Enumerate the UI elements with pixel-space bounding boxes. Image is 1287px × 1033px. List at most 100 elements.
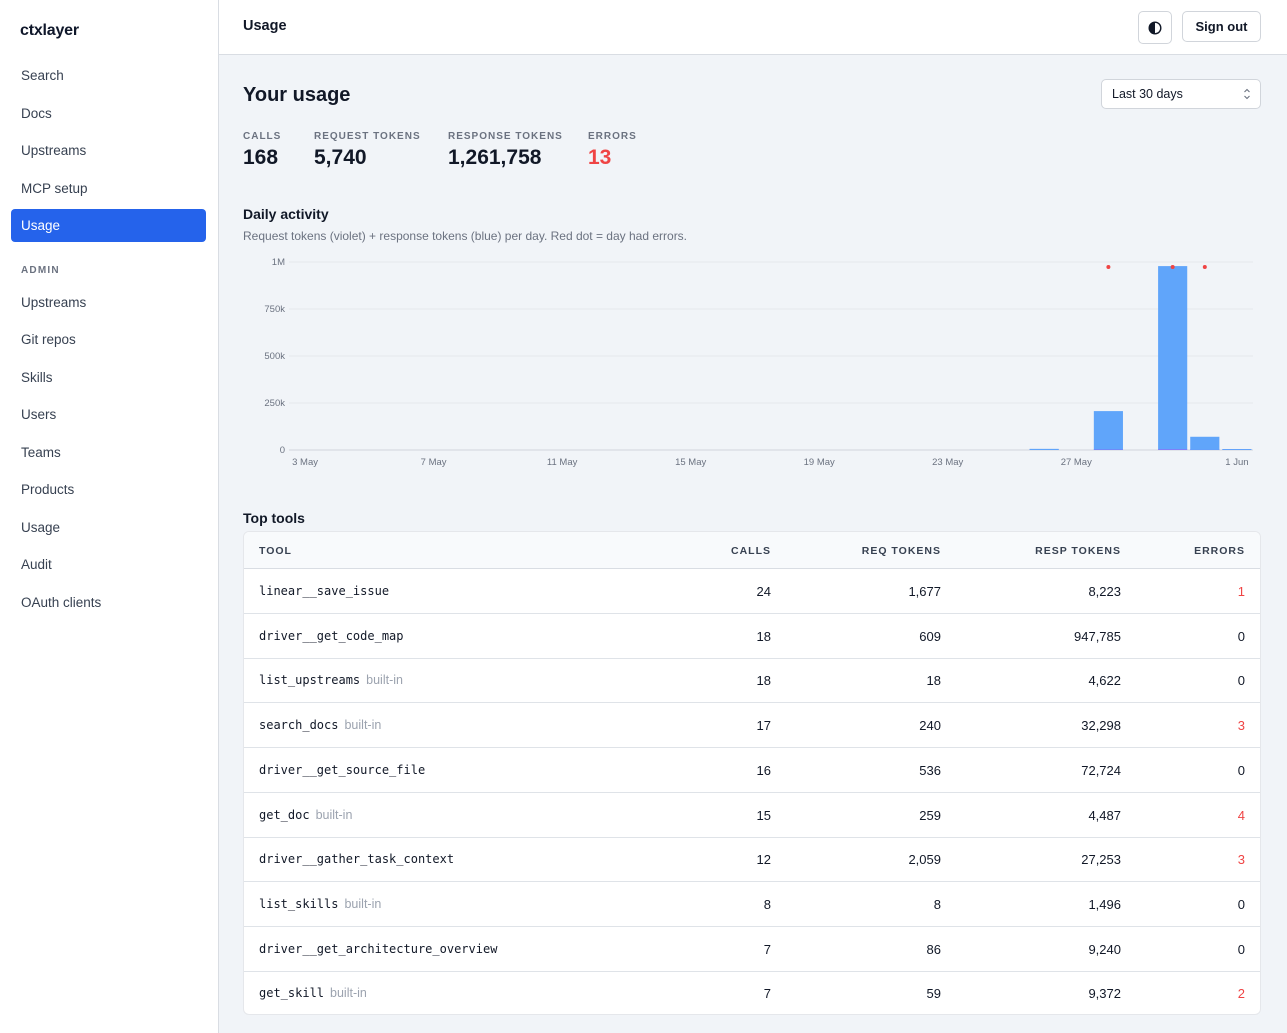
top-bar: Usage Sign out	[219, 0, 1287, 55]
table-header: TOOL CALLS REQ TOKENS RESP TOKENS ERRORS	[244, 532, 1260, 569]
tool-name: get_doc	[259, 807, 310, 822]
admin-section-label: ADMIN	[21, 265, 60, 276]
resp-tokens-cell: 72,724	[1081, 762, 1121, 778]
tool-name-cell: list_upstreams built-in	[259, 673, 403, 687]
table-row: driver__get_source_file 16 536 72,724 0	[244, 748, 1260, 793]
resp-tokens-cell: 4,487	[1088, 807, 1121, 823]
x-tick-label: 1 Jun	[1225, 457, 1248, 468]
resp-tokens-cell: 9,372	[1088, 986, 1121, 1002]
stat-calls: CALLS 168	[243, 131, 281, 170]
stat-errors: ERRORS 13	[588, 131, 637, 170]
req-tokens-cell: 1,677	[908, 584, 941, 599]
tool-name: search_docs	[259, 718, 339, 733]
y-tick-label: 1M	[272, 257, 285, 268]
bar-response-tokens	[1029, 448, 1059, 450]
x-tick-label: 15 May	[675, 457, 706, 468]
tool-name: list_upstreams	[259, 673, 361, 688]
resp-tokens-cell: 32,298	[1081, 718, 1121, 734]
tool-name-cell: driver__get_architecture_overview	[259, 942, 497, 956]
tool-name-cell: linear__save_issue	[259, 584, 389, 598]
built-in-tag: built-in	[344, 718, 382, 733]
calls-cell: 7	[763, 986, 771, 1002]
stat-value: 5,740	[314, 146, 367, 169]
resp-tokens-cell: 1,496	[1088, 896, 1121, 912]
error-dot	[1106, 265, 1111, 269]
calls-cell: 15	[756, 807, 771, 823]
bar-response-tokens	[1190, 436, 1220, 450]
daily-activity-title: Daily activity	[243, 206, 329, 222]
errors-cell: 0	[1237, 941, 1245, 957]
sidebar-item-products[interactable]: Products	[21, 482, 75, 497]
stat-response-tokens: RESPONSE TOKENS 1,261,758	[448, 131, 563, 170]
table-row: driver__get_code_map 18 609 947,785 0	[244, 614, 1260, 659]
sidebar-item-audit[interactable]: Audit	[21, 557, 52, 572]
stat-value: 1,261,758	[448, 146, 542, 169]
tool-name: list_skills	[259, 896, 339, 911]
calls-cell: 17	[756, 718, 771, 734]
x-tick-label: 19 May	[804, 457, 835, 468]
req-tokens-cell: 8	[933, 896, 941, 912]
error-dot	[1170, 265, 1175, 269]
y-tick-label: 500k	[264, 351, 285, 362]
sidebar-item-skills[interactable]: Skills	[21, 370, 53, 385]
tool-name: driver__get_code_map	[259, 628, 404, 643]
sidebar-item-docs[interactable]: Docs	[21, 106, 52, 121]
column-header-resp-tokens: RESP TOKENS	[1035, 545, 1121, 557]
sidebar-item-search[interactable]: Search	[21, 68, 64, 83]
chevron-up-down-icon	[1244, 88, 1250, 100]
calls-cell: 12	[756, 852, 771, 868]
sign-out-button[interactable]: Sign out	[1182, 11, 1261, 42]
top-tools-table: TOOL CALLS REQ TOKENS RESP TOKENS ERRORS…	[243, 531, 1261, 1015]
daily-activity-chart: 0 250k 500k 750k 1M 3 May 7 May 11 May 15 May 19 …	[264, 257, 1253, 468]
sidebar: ctxlayer Search Docs Upstreams MCP setup…	[0, 0, 219, 1033]
errors-cell: 0	[1237, 673, 1245, 689]
page-header-title: Usage	[243, 18, 287, 34]
x-tick-label: 27 May	[1061, 457, 1092, 468]
sidebar-item-upstreams[interactable]: Upstreams	[21, 143, 87, 158]
table-row: linear__save_issue 24 1,677 8,223 1	[244, 569, 1260, 614]
sidebar-item-admin-usage[interactable]: Usage	[21, 520, 61, 535]
stat-value: 168	[243, 146, 279, 169]
req-tokens-cell: 240	[919, 718, 941, 734]
sidebar-item-users[interactable]: Users	[21, 407, 57, 422]
tool-name-cell: driver__gather_task_context	[259, 852, 454, 866]
date-range-value: Last 30 days	[1112, 87, 1183, 101]
stat-label: REQUEST TOKENS	[314, 131, 421, 142]
app-logo[interactable]: ctxlayer	[20, 22, 79, 39]
x-tick-label: 23 May	[932, 457, 963, 468]
top-tools-title: Top tools	[243, 510, 305, 526]
tool-name-cell: list_skills built-in	[259, 897, 381, 911]
column-header-req-tokens: REQ TOKENS	[861, 545, 941, 557]
sidebar-item-usage[interactable]: Usage	[11, 209, 206, 242]
table-row: list_upstreams built-in 18 18 4,622 0	[244, 658, 1260, 704]
bar-response-tokens	[1093, 411, 1123, 450]
sidebar-item-oauth-clients[interactable]: OAuth clients	[21, 595, 102, 610]
bar-response-tokens	[1222, 449, 1252, 450]
half-circle-contrast-icon	[1148, 20, 1162, 35]
tool-name-cell: get_doc built-in	[259, 808, 352, 822]
sidebar-item-teams[interactable]: Teams	[21, 445, 61, 460]
req-tokens-cell: 609	[919, 628, 941, 644]
tool-name: driver__get_source_file	[259, 762, 426, 777]
req-tokens-cell: 259	[919, 807, 941, 823]
sidebar-item-git-repos[interactable]: Git repos	[21, 332, 76, 347]
errors-cell: 4	[1237, 807, 1245, 823]
built-in-tag: built-in	[315, 807, 353, 822]
table-row: list_skills built-in 8 8 1,496 0	[244, 882, 1260, 927]
tool-name-cell: search_docs built-in	[259, 718, 381, 732]
y-tick-label: 0	[280, 445, 285, 456]
x-tick-label: 7 May	[421, 457, 447, 468]
tool-name-cell: get_skill built-in	[259, 986, 367, 1000]
tool-name: linear__save_issue	[259, 584, 390, 598]
theme-toggle-button[interactable]	[1138, 11, 1172, 44]
req-tokens-cell: 18	[926, 673, 941, 689]
sidebar-item-admin-upstreams[interactable]: Upstreams	[21, 295, 87, 310]
error-dot	[1202, 265, 1207, 269]
sidebar-item-mcp-setup[interactable]: MCP setup	[21, 181, 88, 196]
table-row: driver__get_architecture_overview 7 86 9,24…	[244, 927, 1260, 972]
resp-tokens-cell: 8,223	[1088, 584, 1121, 599]
req-tokens-cell: 86	[926, 941, 941, 957]
y-tick-label: 750k	[264, 304, 285, 315]
errors-cell: 0	[1237, 896, 1245, 912]
date-range-select[interactable]: Last 30 days	[1101, 79, 1261, 109]
